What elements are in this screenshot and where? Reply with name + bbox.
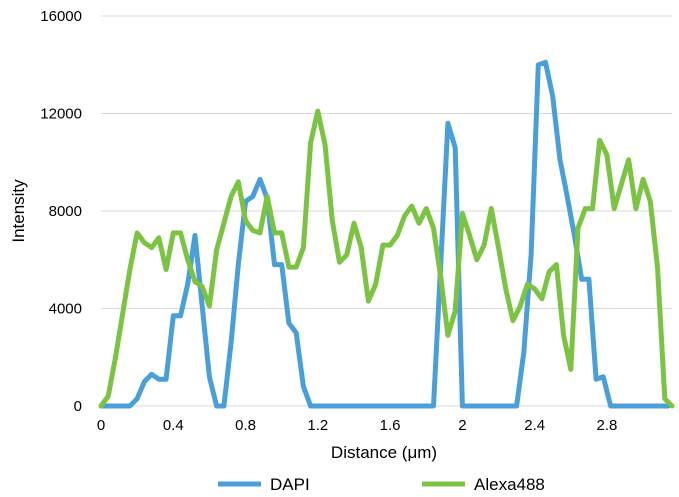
x-axis-label: Distance (μm) xyxy=(331,443,437,462)
y-tick-label: 4000 xyxy=(49,301,82,318)
x-tick-label: 1.2 xyxy=(307,417,328,434)
x-tick-label: 0.8 xyxy=(235,417,256,434)
y-axis-label: Intensity xyxy=(9,179,28,243)
x-tick-label: 1.6 xyxy=(380,417,401,434)
y-tick-label: 16000 xyxy=(40,8,82,25)
x-tick-label: 0.4 xyxy=(163,417,184,434)
x-tick-label: 2.4 xyxy=(524,417,545,434)
legend-label-dapi: DAPI xyxy=(270,475,310,494)
x-tick-label: 0 xyxy=(97,417,105,434)
y-tick-label: 0 xyxy=(74,398,82,415)
x-tick-label: 2.8 xyxy=(597,417,618,434)
x-tick-label: 2 xyxy=(458,417,466,434)
y-tick-label: 12000 xyxy=(40,106,82,123)
y-tick-label: 8000 xyxy=(49,203,82,220)
y-axis-ticks: 0 4000 8000 12000 16000 xyxy=(40,8,82,415)
legend-label-alexa488: Alexa488 xyxy=(474,475,545,494)
series-line-alexa488 xyxy=(98,108,675,409)
series-line-dapi xyxy=(98,59,671,409)
x-axis-ticks: 0 0.4 0.8 1.2 1.6 2 2.4 2.8 xyxy=(97,417,618,434)
series-lines xyxy=(98,59,675,409)
grid-lines xyxy=(101,15,672,407)
legend: DAPI Alexa488 xyxy=(218,475,545,494)
